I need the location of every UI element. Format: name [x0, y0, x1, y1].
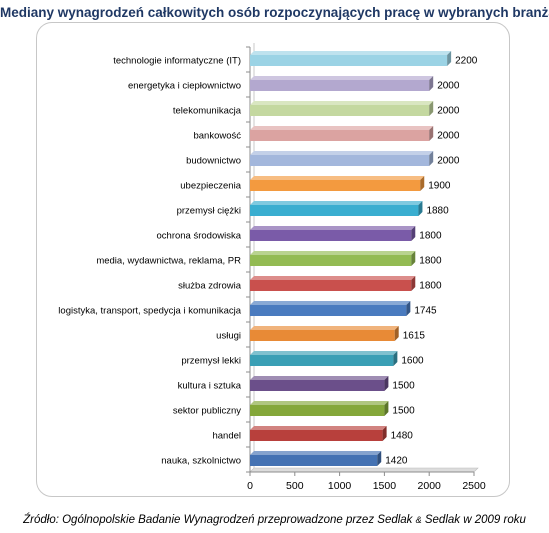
category-label: energetyka i ciepłownictwo — [128, 81, 241, 92]
bar-top — [250, 301, 411, 305]
value-label: 2000 — [437, 131, 460, 142]
x-tick-label: 500 — [286, 480, 304, 492]
bar-top — [250, 326, 399, 330]
value-label: 1480 — [391, 431, 414, 442]
bar-end — [406, 301, 411, 316]
x-tick-label: 1500 — [373, 480, 397, 492]
bar — [250, 305, 407, 316]
bar — [250, 405, 385, 416]
category-label: bankowość — [193, 131, 241, 142]
bar-top — [250, 226, 416, 230]
x-tick-label: 2500 — [462, 480, 486, 492]
source-note: Źródło: Ogólnopolskie Badanie Wynagrodze… — [0, 514, 549, 526]
bar — [250, 180, 421, 191]
bar-top — [250, 126, 434, 130]
axis-floor — [249, 467, 479, 473]
bar-top — [250, 401, 389, 405]
bar — [250, 155, 430, 166]
value-label: 2000 — [437, 106, 460, 117]
bar — [250, 380, 385, 391]
category-label: przemysł ciężki — [177, 206, 241, 217]
value-label: 1600 — [401, 356, 424, 367]
category-label: budownictwo — [186, 156, 241, 167]
bar — [250, 205, 419, 216]
category-label: sektor publiczny — [173, 406, 241, 417]
source-text-1: Źródło: Ogólnopolskie Badanie Wynagrodze… — [23, 514, 416, 526]
bar-top — [250, 151, 434, 155]
bar-end — [384, 376, 389, 391]
bar — [250, 330, 395, 341]
bar-end — [429, 151, 434, 166]
bar-end — [418, 201, 423, 216]
category-label: logistyka, transport, spedycja i komunik… — [58, 306, 241, 317]
category-label: usługi — [216, 331, 241, 342]
bar-top — [250, 176, 425, 180]
category-label: handel — [212, 431, 241, 442]
bar — [250, 430, 383, 441]
x-tick-label: 2000 — [418, 480, 442, 492]
bar-top — [250, 101, 434, 105]
category-label: służba zdrowia — [178, 281, 242, 292]
category-label: media, wydawnictwa, reklama, PR — [96, 256, 241, 267]
bar — [250, 230, 412, 241]
bar — [250, 80, 430, 91]
bar-top — [250, 76, 434, 80]
bar — [250, 455, 378, 466]
bar-end — [411, 226, 416, 241]
bar-top — [250, 376, 389, 380]
bar-top — [250, 451, 382, 455]
bar — [250, 130, 430, 141]
x-tick-label: 0 — [247, 480, 253, 492]
bar-top — [250, 251, 416, 255]
bar-end — [429, 101, 434, 116]
bar — [250, 105, 430, 116]
category-label: przemysł lekki — [181, 356, 241, 367]
category-label: ubezpieczenia — [180, 181, 241, 192]
category-label: nauka, szkolnictwo — [161, 456, 241, 467]
source-text-2: Sedlak w 2009 roku — [421, 514, 526, 526]
bar — [250, 55, 448, 66]
bar — [250, 280, 412, 291]
value-label: 1800 — [419, 231, 442, 242]
chart-title: Mediany wynagrodzeń całkowitych osób roz… — [0, 5, 549, 20]
bar — [250, 255, 412, 266]
bar-end — [420, 176, 425, 191]
bar-end — [411, 276, 416, 291]
source-ampersand: & — [415, 515, 422, 525]
bar-end — [429, 76, 434, 91]
bar-top — [250, 426, 387, 430]
value-label: 1800 — [419, 256, 442, 267]
bar-end — [382, 426, 387, 441]
value-label: 1420 — [385, 456, 408, 467]
bar-end — [447, 51, 452, 66]
bar-end — [394, 326, 399, 341]
bar-top — [250, 201, 423, 205]
value-label: 2000 — [437, 81, 460, 92]
bar-end — [393, 351, 398, 366]
value-label: 1615 — [403, 331, 426, 342]
bar-top — [250, 51, 452, 55]
value-label: 1900 — [428, 181, 451, 192]
value-label: 1500 — [392, 381, 415, 392]
bar-end — [411, 251, 416, 266]
bar-top — [250, 276, 416, 280]
value-label: 2000 — [437, 156, 460, 167]
value-label: 1800 — [419, 281, 442, 292]
bar-top — [250, 351, 398, 355]
value-label: 1500 — [392, 406, 415, 417]
x-tick-label: 1000 — [328, 480, 352, 492]
bar — [250, 355, 394, 366]
category-label: technologie informatyczne (IT) — [113, 56, 241, 67]
bar-end — [377, 451, 382, 466]
value-label: 1745 — [414, 306, 437, 317]
bar-end — [384, 401, 389, 416]
category-label: kultura i sztuka — [178, 381, 242, 392]
value-label: 1880 — [426, 206, 449, 217]
category-label: ochrona środowiska — [157, 231, 242, 242]
bar-end — [429, 126, 434, 141]
value-label: 2200 — [455, 56, 478, 67]
category-label: telekomunikacja — [173, 106, 242, 117]
